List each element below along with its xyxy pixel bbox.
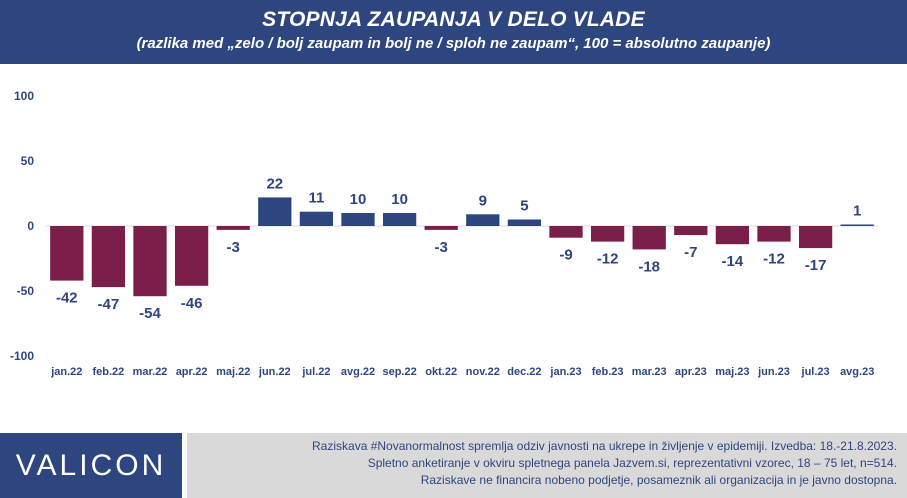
bar <box>757 226 791 242</box>
chart-header: STOPNJA ZAUPANJA V DELO VLADE (razlika m… <box>0 0 907 64</box>
bar <box>549 226 583 238</box>
bar-chart: 100 50 0 -50 -100 -42 jan.22 -47 feb.22 -54 mar.22… <box>10 89 878 378</box>
bar <box>590 226 625 242</box>
value-label: 9 <box>479 192 487 209</box>
category-label: okt.22 <box>425 366 457 378</box>
bar <box>715 226 750 245</box>
value-label: -12 <box>763 251 785 268</box>
bar <box>466 214 500 226</box>
value-label: -3 <box>435 239 448 256</box>
value-label: 11 <box>308 190 324 207</box>
value-label: 10 <box>391 191 408 208</box>
footer-note: Raziskava #Novanormalnost spremlja odziv… <box>187 433 907 498</box>
bar <box>507 219 542 226</box>
category-label: avg.22 <box>341 366 375 378</box>
value-label: 1 <box>853 203 861 220</box>
bar <box>840 224 874 226</box>
category-label: dec.22 <box>507 366 541 378</box>
category-label: maj.23 <box>715 366 749 378</box>
value-label: 22 <box>266 175 283 192</box>
category-label: avg.23 <box>840 366 874 378</box>
chart-subtitle: (razlika med „zelo / bolj zaupam in bolj… <box>136 35 771 52</box>
bar <box>299 211 334 226</box>
category-label: sep.22 <box>382 366 416 378</box>
category-label: maj.22 <box>216 366 250 378</box>
value-label: 5 <box>520 198 528 215</box>
bar <box>382 213 417 226</box>
category-label: jul.22 <box>301 366 330 378</box>
value-label: -17 <box>805 257 827 274</box>
category-label: apr.23 <box>675 366 707 378</box>
value-label: -9 <box>559 247 572 264</box>
y-tick-label: -100 <box>10 349 34 363</box>
category-label: jan.23 <box>549 366 581 378</box>
category-label: jan.22 <box>50 366 82 378</box>
value-label: -47 <box>98 296 120 313</box>
footer-line: Spletno anketiranje v okviru spletnega p… <box>367 456 897 470</box>
value-label: 10 <box>350 191 367 208</box>
value-label: -12 <box>597 251 619 268</box>
bar <box>91 226 126 288</box>
bar <box>50 226 84 281</box>
bar <box>798 226 833 249</box>
y-tick-label: -50 <box>17 284 35 298</box>
bar <box>174 226 209 286</box>
category-label: mar.22 <box>133 366 168 378</box>
category-label: mar.23 <box>632 366 667 378</box>
bar <box>674 226 708 236</box>
value-label: -46 <box>181 295 203 312</box>
value-label: -18 <box>638 258 660 275</box>
footer-line: Raziskave ne financira nobeno podjetje, … <box>420 473 897 487</box>
footer-line: Raziskava #Novanormalnost spremlja odziv… <box>312 439 897 453</box>
category-label: jun.23 <box>757 366 790 378</box>
category-label: nov.22 <box>466 366 500 378</box>
value-label: -7 <box>684 244 697 261</box>
y-tick-label: 100 <box>14 89 34 103</box>
bar <box>258 197 292 226</box>
valicon-logo: VALICON <box>0 433 182 498</box>
value-label: -14 <box>722 253 744 270</box>
y-tick-label: 50 <box>21 154 35 168</box>
category-label: feb.22 <box>93 366 125 378</box>
y-tick-label: 0 <box>27 219 34 233</box>
bar <box>341 213 375 226</box>
bar <box>424 226 458 230</box>
category-label: feb.23 <box>592 366 624 378</box>
category-label: jul.23 <box>801 366 830 378</box>
bar <box>216 226 250 230</box>
chart-title: STOPNJA ZAUPANJA V DELO VLADE <box>262 8 645 31</box>
bar <box>632 226 666 250</box>
value-label: -54 <box>139 305 161 322</box>
value-label: -3 <box>227 239 240 256</box>
category-label: jun.22 <box>258 366 291 378</box>
category-label: apr.22 <box>176 366 208 378</box>
value-label: -42 <box>56 290 78 307</box>
bar <box>133 226 167 297</box>
